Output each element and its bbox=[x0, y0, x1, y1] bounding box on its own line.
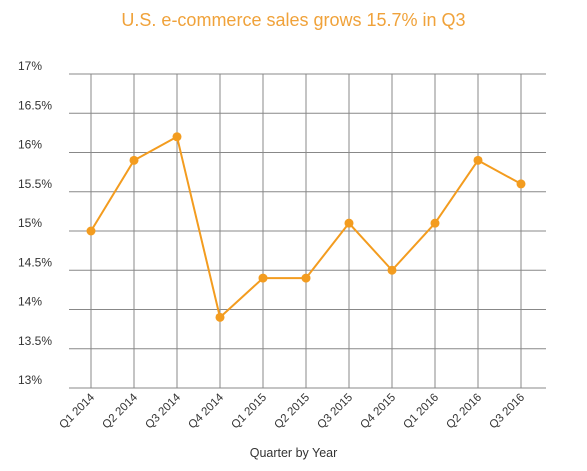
data-point bbox=[129, 155, 139, 165]
data-point bbox=[86, 226, 96, 236]
data-point bbox=[473, 155, 483, 165]
x-tick-label: Q3 2016 bbox=[487, 392, 527, 432]
x-tick-label: Q4 2015 bbox=[358, 392, 398, 432]
y-tick-label: 13% bbox=[18, 373, 42, 387]
x-tick-label: Q1 2016 bbox=[401, 392, 441, 432]
data-point bbox=[516, 179, 526, 189]
x-tick-label: Q3 2014 bbox=[143, 391, 183, 431]
x-tick-label: Q2 2014 bbox=[100, 391, 140, 431]
y-tick-label: 14% bbox=[18, 295, 42, 309]
chart-title: U.S. e-commerce sales grows 15.7% in Q3 bbox=[121, 10, 466, 30]
x-tick-label: Q4 2014 bbox=[186, 391, 226, 431]
data-point bbox=[430, 218, 440, 228]
y-tick-label: 15.5% bbox=[18, 177, 52, 191]
x-tick-label: Q1 2014 bbox=[57, 391, 97, 431]
data-point bbox=[215, 312, 225, 322]
x-tick-label: Q2 2016 bbox=[444, 392, 484, 432]
y-tick-label: 17% bbox=[18, 59, 42, 73]
y-tick-label: 16% bbox=[18, 138, 42, 152]
data-point bbox=[258, 273, 268, 283]
data-point bbox=[387, 265, 397, 275]
y-tick-label: 14.5% bbox=[18, 255, 52, 269]
data-point bbox=[172, 132, 182, 142]
y-tick-label: 16.5% bbox=[18, 98, 52, 112]
x-tick-label: Q2 2015 bbox=[272, 392, 312, 432]
data-point bbox=[301, 273, 311, 283]
y-tick-label: 15% bbox=[18, 216, 42, 230]
x-tick-label: Q3 2015 bbox=[315, 392, 355, 432]
data-point bbox=[344, 218, 354, 228]
x-tick-label: Q1 2015 bbox=[229, 392, 269, 432]
y-tick-label: 13.5% bbox=[18, 334, 52, 348]
x-axis-label: Quarter by Year bbox=[249, 446, 338, 460]
